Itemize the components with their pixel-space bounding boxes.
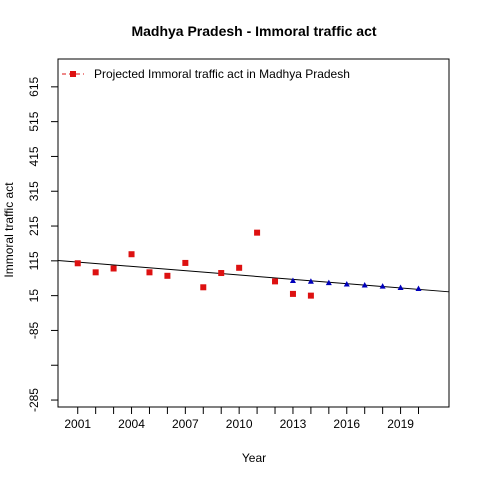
- observed-point: [272, 278, 279, 285]
- observed-point: [218, 270, 225, 277]
- projected-point: [343, 281, 350, 287]
- trend-line: [57, 259, 450, 293]
- x-axis: 2001 2004 2007 2010 2013 2016 2019: [64, 407, 420, 431]
- projected-point: [379, 283, 386, 289]
- plot-area-border: [57, 58, 450, 408]
- y-axis-label: Immoral traffic act: [2, 182, 16, 278]
- y-tick-label: 15: [27, 289, 41, 303]
- observed-point: [92, 269, 99, 276]
- legend-label: Projected Immoral traffic act in Madhya …: [94, 67, 350, 81]
- y-tick-label: 115: [27, 251, 41, 270]
- observed-point: [146, 269, 153, 276]
- projected-point: [289, 277, 296, 284]
- observed-point: [128, 251, 135, 258]
- projected-point: [361, 282, 368, 288]
- y-tick-label: -285: [27, 388, 41, 412]
- chart-title: Madhya Pradesh - Immoral traffic act: [131, 23, 376, 39]
- y-tick-label: 615: [27, 77, 41, 97]
- y-tick-label: 215: [27, 216, 41, 236]
- x-tick-label: 2019: [387, 417, 414, 431]
- observed-point: [164, 272, 171, 279]
- observed-series: [74, 229, 314, 299]
- x-tick-label: 2004: [118, 417, 145, 431]
- y-tick-label: 415: [27, 146, 41, 166]
- legend: Projected Immoral traffic act in Madhya …: [62, 67, 350, 81]
- x-tick-label: 2010: [226, 417, 253, 431]
- x-tick-label: 2016: [333, 417, 360, 431]
- observed-point: [110, 265, 117, 272]
- y-tick-label: 515: [27, 111, 41, 131]
- x-tick-label: 2001: [64, 417, 91, 431]
- projected-series: [289, 277, 422, 292]
- trend-line-group: [57, 259, 450, 293]
- observed-point: [236, 264, 243, 271]
- observed-point: [74, 260, 81, 267]
- y-tick-label: -85: [27, 321, 41, 339]
- projected-point: [397, 284, 404, 290]
- legend-square-marker: [70, 71, 76, 77]
- observed-point: [254, 229, 261, 236]
- projected-point: [415, 285, 422, 292]
- observed-point: [307, 292, 314, 299]
- observed-point: [182, 259, 189, 266]
- x-tick-label: 2007: [172, 417, 199, 431]
- x-axis-label: Year: [242, 451, 266, 465]
- projected-point: [325, 279, 332, 286]
- x-tick-label: 2013: [280, 417, 307, 431]
- projected-point: [307, 278, 314, 284]
- y-tick-label: 315: [27, 181, 41, 201]
- observed-point: [200, 284, 207, 291]
- y-axis: -285 -85 15 115 215 315 415 515 615: [27, 77, 58, 412]
- observed-point: [289, 290, 296, 297]
